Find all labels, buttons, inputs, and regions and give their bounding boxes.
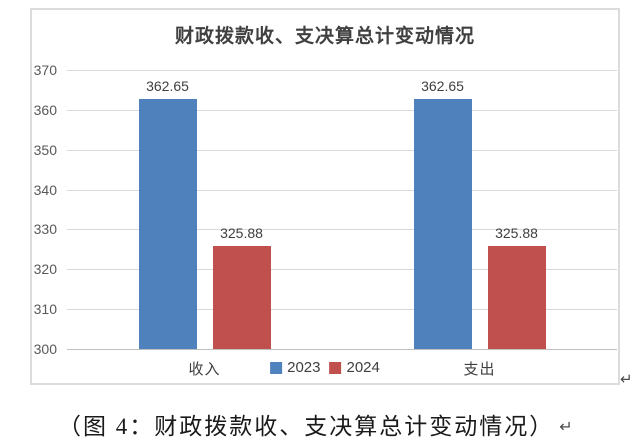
bar-2023-支出 bbox=[413, 99, 472, 349]
gridline-370 bbox=[67, 70, 617, 71]
figure-caption: （图 4：财政拨款收、支决算总计变动情况） ↵ bbox=[58, 407, 573, 441]
legend-item-2023: 2023 bbox=[270, 359, 321, 376]
bar-2023-收入 bbox=[138, 99, 197, 349]
y-axis-tick-label: 300 bbox=[33, 341, 57, 357]
paragraph-return-mark: ↵ bbox=[620, 370, 633, 388]
gridline-330 bbox=[67, 229, 617, 231]
gridline-360 bbox=[67, 109, 617, 111]
y-axis-tick-label: 360 bbox=[33, 101, 57, 118]
x-axis-category-label: 支出 bbox=[463, 361, 496, 378]
legend: 2023 2024 bbox=[270, 359, 380, 376]
y-axis-tick-label: 340 bbox=[33, 181, 57, 198]
y-axis-tick-label: 350 bbox=[33, 141, 57, 158]
data-label: 362.65 bbox=[146, 78, 189, 95]
y-axis-tick-label: 310 bbox=[33, 301, 57, 318]
bar-2024-支出 bbox=[487, 245, 546, 349]
legend-swatch-2024 bbox=[329, 361, 342, 374]
legend-item-2024: 2024 bbox=[329, 359, 380, 376]
caption-return-mark: ↵ bbox=[559, 417, 573, 436]
gridline-340 bbox=[67, 189, 617, 191]
y-axis-tick-label: 370 bbox=[33, 62, 57, 78]
x-axis-category-label: 收入 bbox=[188, 361, 221, 378]
bar-2024-收入 bbox=[212, 245, 271, 349]
plot-area: 362.65 325.88 362.65 325.88 bbox=[67, 70, 617, 350]
y-axis-tick-label: 330 bbox=[33, 221, 57, 238]
data-label: 325.88 bbox=[220, 224, 263, 241]
gridline-300 bbox=[67, 349, 617, 350]
legend-swatch-2023 bbox=[270, 361, 283, 374]
gridline-320 bbox=[67, 269, 617, 271]
y-axis-tick-label: 320 bbox=[33, 261, 57, 278]
chart-frame: 财政拨款收、支决算总计变动情况 362.65 325.88 362.65 325.88… bbox=[30, 8, 620, 385]
chart-title: 财政拨款收、支决算总计变动情况 bbox=[174, 26, 475, 47]
data-label: 362.65 bbox=[421, 78, 464, 95]
legend-label: 2024 bbox=[346, 359, 380, 376]
gridline-350 bbox=[67, 149, 617, 151]
legend-label: 2023 bbox=[287, 359, 321, 376]
figure-caption-text: （图 4：财政拨款收、支决算总计变动情况） bbox=[58, 414, 555, 439]
data-label: 325.88 bbox=[495, 224, 538, 241]
gridline-310 bbox=[67, 309, 617, 311]
